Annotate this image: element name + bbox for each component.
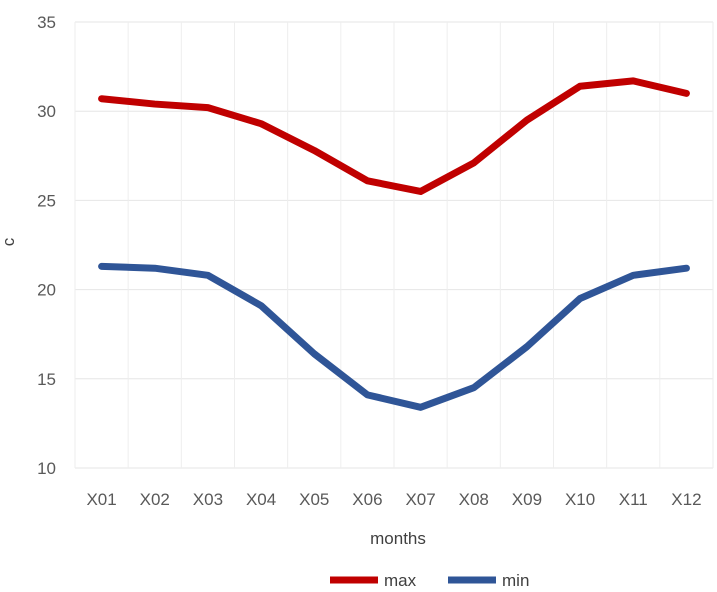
legend-label-min: min (502, 571, 529, 590)
y-tick-label: 30 (37, 102, 56, 121)
x-tick-label: X09 (512, 490, 542, 509)
y-axis-ticks: 10 15 20 25 30 35 (37, 13, 56, 478)
x-tick-label: X03 (193, 490, 223, 509)
y-tick-label: 10 (37, 459, 56, 478)
series-line-min (98, 262, 690, 411)
x-tick-label: X05 (299, 490, 329, 509)
y-tick-label: 25 (37, 191, 56, 210)
series-lines (98, 77, 690, 411)
x-tick-label: X10 (565, 490, 595, 509)
y-tick-label: 20 (37, 281, 56, 300)
x-tick-label: X01 (86, 490, 116, 509)
x-tick-label: X04 (246, 490, 276, 509)
legend-item-max: max (330, 571, 417, 590)
x-tick-label: X07 (405, 490, 435, 509)
x-axis-title: months (370, 529, 426, 548)
y-axis-title: c (0, 237, 18, 246)
x-tick-label: X06 (352, 490, 382, 509)
x-axis-ticks: X01 X02 X03 X04 X05 X06 X07 X08 X09 X10 X11 X12 (86, 490, 701, 509)
y-tick-label: 35 (37, 13, 56, 32)
x-tick-label: X02 (140, 490, 170, 509)
x-tick-label: X08 (459, 490, 489, 509)
y-tick-label: 15 (37, 370, 56, 389)
legend-item-min: min (448, 571, 529, 590)
series-line-max (98, 77, 690, 195)
x-tick-label: X12 (671, 490, 701, 509)
legend-label-max: max (384, 571, 417, 590)
legend: max min (330, 571, 529, 590)
gridlines (74, 21, 714, 469)
x-tick-label: X11 (619, 490, 648, 509)
